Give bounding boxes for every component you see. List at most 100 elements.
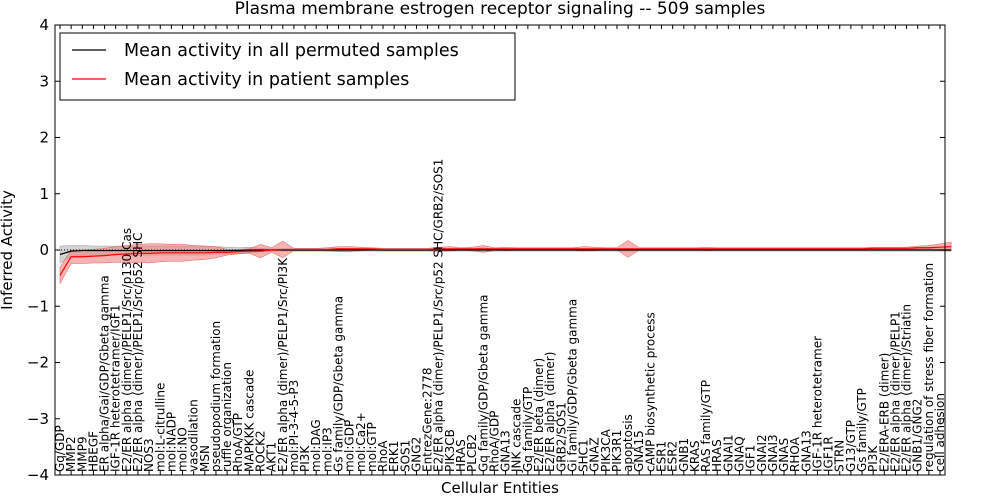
x-tick-label: RHOA	[788, 436, 802, 472]
y-axis-label: Inferred Activity	[0, 190, 16, 310]
y-tick-label: 1	[39, 185, 49, 203]
x-tick-label: PI3K	[298, 445, 312, 472]
x-tick-label: mol:GDP	[343, 420, 357, 472]
y-tick-label: −2	[27, 354, 49, 372]
x-tick-label: IGF-1R heterotetramer/IGF1	[109, 305, 123, 472]
x-tick-label: E2/ER alpha (dimer)/PELP1/Src/PI3K	[276, 257, 290, 472]
x-tick-label: ruffle organization	[220, 362, 234, 472]
x-tick-label: mol:Ca2+	[354, 412, 368, 472]
x-tick-label: GNAS	[777, 438, 791, 472]
x-tick-label: Gs family/GDP/Gbeta gamma	[331, 296, 345, 472]
y-tick-label: −1	[27, 297, 49, 315]
x-tick-label: MMP9	[75, 436, 89, 472]
x-tick-label: SOS1	[398, 440, 412, 472]
x-tick-label: E2/ER alpha (dimer)/PELP1/Src/p52 SHC/GR…	[432, 159, 446, 472]
x-tick-label: ER alpha/Gai/GDP/Gbeta gamma	[98, 275, 112, 472]
legend: Mean activity in all permuted samples Me…	[59, 32, 516, 101]
x-tick-label: GNG2	[409, 437, 423, 472]
x-tick-label: RhoA/GDP	[487, 411, 501, 472]
x-tick-label: vasodilation	[187, 399, 201, 472]
x-tick-label: pseudopodium formation	[209, 321, 223, 472]
x-tick-label: E2/ER alpha (dimer)/PELP1/Src/p130 Cas	[120, 228, 134, 472]
x-tick-label: ROCK2	[254, 430, 268, 472]
x-tick-label: GNB1	[677, 438, 691, 472]
x-tick-label: GNAI1	[721, 434, 735, 472]
x-tick-label: IGF1	[744, 445, 758, 472]
x-tick-label: MAPKKK cascade	[242, 370, 256, 472]
x-tick-label: HBEGF	[86, 431, 100, 472]
x-tick-label: RhoA/GTP	[231, 413, 245, 472]
x-tick-label: ERK1	[387, 441, 401, 472]
x-tick-label: GNB1/GNG2	[911, 399, 925, 472]
y-tick-label: 4	[39, 16, 49, 34]
x-tick-label: Gs family/GTP	[855, 388, 869, 472]
legend-label-permuted: Mean activity in all permuted samples	[124, 41, 459, 61]
patient-band	[59, 240, 952, 284]
y-axis: −4 −3 −2 −1 0 1 2 3 4	[27, 16, 945, 484]
x-tick-label: IGF-1R heterotetramer	[810, 336, 824, 472]
x-tick-label: HRAS	[710, 439, 724, 472]
x-tick-label: mol:L-citrulline	[153, 383, 167, 472]
x-tick-label: PI3K	[866, 445, 880, 472]
legend-box	[59, 32, 516, 101]
x-tick-label: cell adhesion	[933, 393, 947, 472]
x-tick-label: MSN	[198, 445, 212, 472]
x-tick-label: IGF1R	[822, 436, 836, 472]
x-tick-label: NOS3	[142, 438, 156, 472]
x-tick-label: mol:PI-3-4-5-P3	[287, 380, 301, 472]
x-tick-label: GRB2/SOS1	[554, 402, 568, 472]
x-tick-label: GNAI2	[755, 434, 769, 472]
x-tick-label: GNA15	[632, 430, 646, 472]
x-tick-label: HRAS	[454, 439, 468, 472]
x-tick-label: AKT1	[265, 442, 279, 472]
series-lines	[59, 246, 952, 276]
x-tick-label: PIK3R1	[610, 430, 624, 472]
x-tick-label: apoptosis	[621, 414, 635, 472]
x-tick-label: EntrezGene:2778	[421, 368, 435, 473]
x-tick-label: KRAS	[688, 440, 702, 472]
x-tick-label: mol:IP3	[320, 427, 334, 472]
x-tick-label: MMP2	[64, 436, 78, 472]
patient-mean-line	[59, 246, 952, 276]
x-tick-label: mol:NADP	[164, 412, 178, 472]
x-tick-label: Gq family/GDP/Gbeta gamma	[476, 294, 490, 472]
x-tick-label: E2/ER beta (dimer)	[532, 358, 546, 472]
x-tick-label: GNAI3	[766, 434, 780, 472]
x-tick-label: mol:DAG	[309, 419, 323, 472]
x-tick-label: Gi family/GDP/Gbeta gamma	[565, 299, 579, 472]
x-tick-label: SHC1	[577, 439, 591, 472]
x-tick-label: GNA13	[499, 430, 513, 472]
confidence-bands	[59, 240, 952, 284]
y-tick-label: −3	[27, 410, 49, 428]
x-tick-label: PIK3CB	[443, 429, 457, 472]
x-tick-label: ESR2	[666, 441, 680, 472]
x-tick-label: G13/GTP	[844, 420, 858, 472]
x-tick-label: E2/ER alpha (dimer)/Striatin	[900, 304, 914, 472]
y-tick-label: −4	[27, 466, 49, 484]
x-tick-label: STRN	[833, 440, 847, 472]
x-tick-label: PIK3CA	[599, 428, 613, 472]
x-tick-label: GNA13	[799, 430, 813, 472]
x-tick-label: E2/ERA-ERB (dimer)	[877, 353, 891, 472]
x-tick-label: regulation of stress fiber formation	[922, 263, 936, 472]
x-tick-label: JNK cascade	[510, 399, 524, 473]
x-tick-label: PLCB2	[465, 434, 479, 472]
x-tick-label: E2/ER alpha (dimer)	[543, 352, 557, 472]
x-tick-label: RAS family/GTP	[699, 380, 713, 472]
y-tick-label: 2	[39, 129, 49, 147]
x-tick-label: Gq/GDP	[53, 425, 67, 472]
y-tick-label: 0	[39, 241, 49, 259]
permuted-mean-line	[59, 249, 952, 256]
x-tick-label: RhoA	[376, 440, 390, 472]
x-tick-label: Gq family/GTP	[521, 387, 535, 472]
x-tick-label: E2/ER alpha (dimer)/PELP1/Src/p52 SHC	[131, 232, 145, 472]
x-tick-label: mol:NO	[176, 427, 190, 472]
x-tick-label: mol:GTP	[365, 422, 379, 472]
x-tick-label: GNAZ	[588, 437, 602, 472]
x-tick-label: ESR1	[655, 441, 669, 472]
x-tick-label: E2/ER alpha (dimer)/PELP1	[888, 311, 902, 472]
legend-label-patient: Mean activity in patient samples	[124, 70, 409, 90]
chart-title: Plasma membrane estrogen receptor signal…	[235, 0, 766, 19]
